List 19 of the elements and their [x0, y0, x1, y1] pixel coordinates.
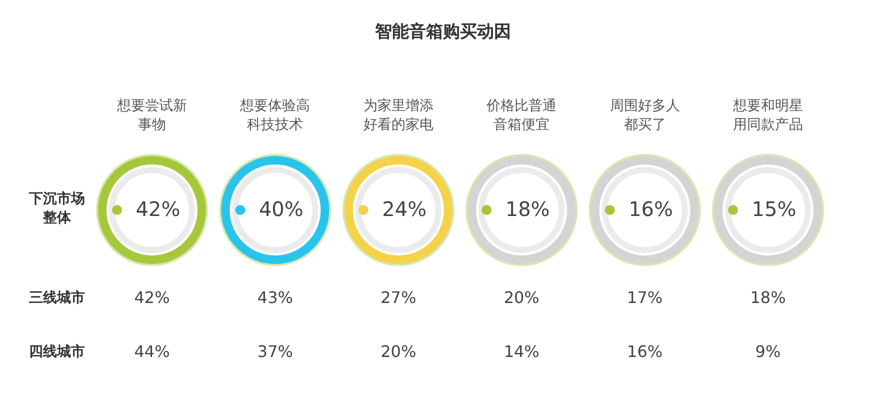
cell: 42%: [134, 197, 182, 221]
cell: 44%: [133, 342, 171, 361]
cell: 14%: [502, 342, 540, 361]
cell: 9%: [754, 342, 782, 361]
cell: 40%: [258, 197, 304, 221]
cell: 27%: [380, 288, 418, 307]
title: 智能音箱购买动因: [374, 21, 512, 43]
cell: 20%: [380, 342, 418, 361]
cell: 43%: [256, 288, 294, 307]
cell: 16%: [626, 342, 664, 361]
cell: 20%: [502, 288, 540, 307]
cell: 16%: [628, 197, 674, 221]
cell: 37%: [256, 342, 294, 361]
cell: 15%: [750, 197, 798, 221]
cell: 24%: [381, 197, 428, 221]
cell: 17%: [626, 288, 664, 307]
cell: 18%: [749, 288, 787, 307]
cell: 42%: [133, 288, 171, 307]
cell: 18%: [504, 197, 551, 221]
